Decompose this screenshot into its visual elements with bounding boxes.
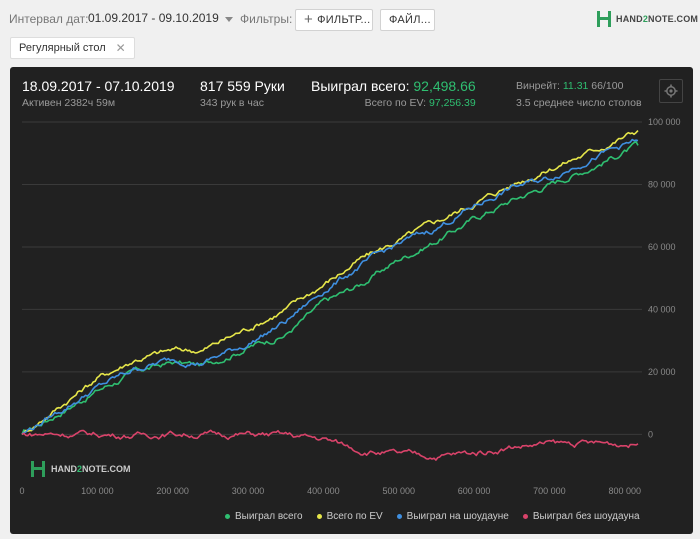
filter-chip-label: Регулярный стол [19, 42, 106, 54]
x-tick-label: 800 000 [608, 486, 641, 496]
x-tick-label: 200 000 [156, 486, 189, 496]
hands-block: 817 559 Руки 343 рук в час [200, 78, 285, 109]
series-line-1 [21, 130, 639, 436]
x-tick-label: 100 000 [81, 486, 114, 496]
date-range-label: Интервал дат: [9, 12, 89, 26]
legend-item-ev[interactable]: Всего по EV [316, 511, 383, 522]
x-tick-label: 300 000 [232, 486, 265, 496]
winrate-label: Винрейт: [516, 80, 560, 92]
series-line-2 [21, 138, 639, 435]
won-value: 92,498.66 [413, 78, 476, 94]
series-line-3 [21, 429, 639, 461]
legend-dot-won [225, 514, 230, 519]
legend-dot-showdown [396, 514, 402, 519]
close-icon[interactable]: ✕ [115, 41, 126, 55]
legend-label-showdown: Выиграл на шоудауне [406, 511, 509, 522]
top-bar: Интервал дат: 01.09.2017 - 09.10.2019 Фи… [0, 0, 700, 38]
legend-label-won: Выиграл всего [235, 511, 303, 522]
settings-button[interactable] [659, 79, 683, 103]
legend-label-nonshowdown: Выиграл без шоудауна [532, 511, 640, 522]
winrate-block: Винрейт: 11.31 66/100 3.5 среднее число … [516, 80, 642, 109]
x-tick-label: 500 000 [382, 486, 415, 496]
x-tick-label: 600 000 [458, 486, 491, 496]
brand-text: HAND2NOTE.COM [616, 14, 699, 24]
filter-chip[interactable]: Регулярный стол ✕ [10, 37, 135, 59]
y-tick-label: 40 000 [648, 304, 676, 314]
date-range-value: 01.09.2017 - 09.10.2019 [88, 11, 219, 25]
winrate-value: 11.31 [562, 80, 589, 92]
file-button[interactable]: ФАЙЛ... [380, 9, 435, 31]
y-tick-label: 20 000 [648, 367, 676, 377]
brand-logo[interactable]: HAND2NOTE.COM [596, 10, 698, 28]
legend-label-ev: Всего по EV [326, 511, 383, 522]
ev-value: 97,256.39 [428, 97, 476, 109]
winrate-unit: 66/100 [591, 80, 624, 92]
profit-chart: 0 20 000 40 000 60 000 80 000 100 000 0 100 000… [19, 117, 681, 496]
hands-count: 817 559 Руки [200, 78, 285, 94]
chevron-down-icon [224, 16, 233, 22]
y-tick-label: 80 000 [648, 179, 676, 189]
legend-item-nonshowdown[interactable]: Выиграл без шоудауна [522, 511, 640, 522]
filter-button[interactable]: + ФИЛЬТР... [295, 9, 373, 31]
hand2note-watermark-icon [31, 461, 45, 477]
date-range-selector[interactable]: 01.09.2017 - 09.10.2019 [88, 11, 233, 25]
won-block: Выиграл всего: 92,498.66 Всего по EV: 97… [311, 78, 476, 109]
period-value: 18.09.2017 - 07.10.2019 [22, 78, 175, 94]
period-block: 18.09.2017 - 07.10.2019 Активен 2382ч 59… [22, 78, 175, 109]
ev-label: Всего по EV: [364, 97, 427, 109]
filters-label: Фильтры: [240, 12, 293, 26]
filter-button-label: ФИЛЬТР... [317, 14, 371, 26]
y-tick-label: 60 000 [648, 242, 676, 252]
x-tick-label: 0 [19, 486, 24, 496]
legend-dot-nonshowdown [522, 514, 528, 519]
hand2note-logo-icon [597, 11, 611, 27]
plus-icon: + [304, 10, 314, 28]
hands-per-hour: 343 рук в час [200, 97, 264, 109]
tables-average: 3.5 среднее число столов [516, 97, 642, 109]
gear-icon [664, 84, 678, 98]
y-tick-label: 0 [648, 429, 653, 439]
graph-panel: 18.09.2017 - 07.10.2019 Активен 2382ч 59… [10, 67, 693, 534]
watermark-text: HAND2NOTE.COM [51, 464, 131, 474]
y-tick-label: 100 000 [648, 117, 681, 127]
series-line-0 [21, 140, 639, 435]
x-tick-label: 400 000 [307, 486, 340, 496]
won-label: Выиграл всего: [311, 78, 410, 94]
x-tick-label: 700 000 [533, 486, 566, 496]
active-time: Активен 2382ч 59м [22, 97, 116, 109]
watermark: HAND2NOTE.COM [30, 460, 131, 478]
chart-legend: Выиграл всего Всего по EV Выиграл на шоу… [225, 511, 640, 522]
legend-dot-ev [316, 514, 322, 519]
legend-item-won[interactable]: Выиграл всего [225, 511, 303, 522]
legend-item-showdown[interactable]: Выиграл на шоудауне [396, 511, 509, 522]
file-button-label: ФАЙЛ... [389, 14, 431, 26]
